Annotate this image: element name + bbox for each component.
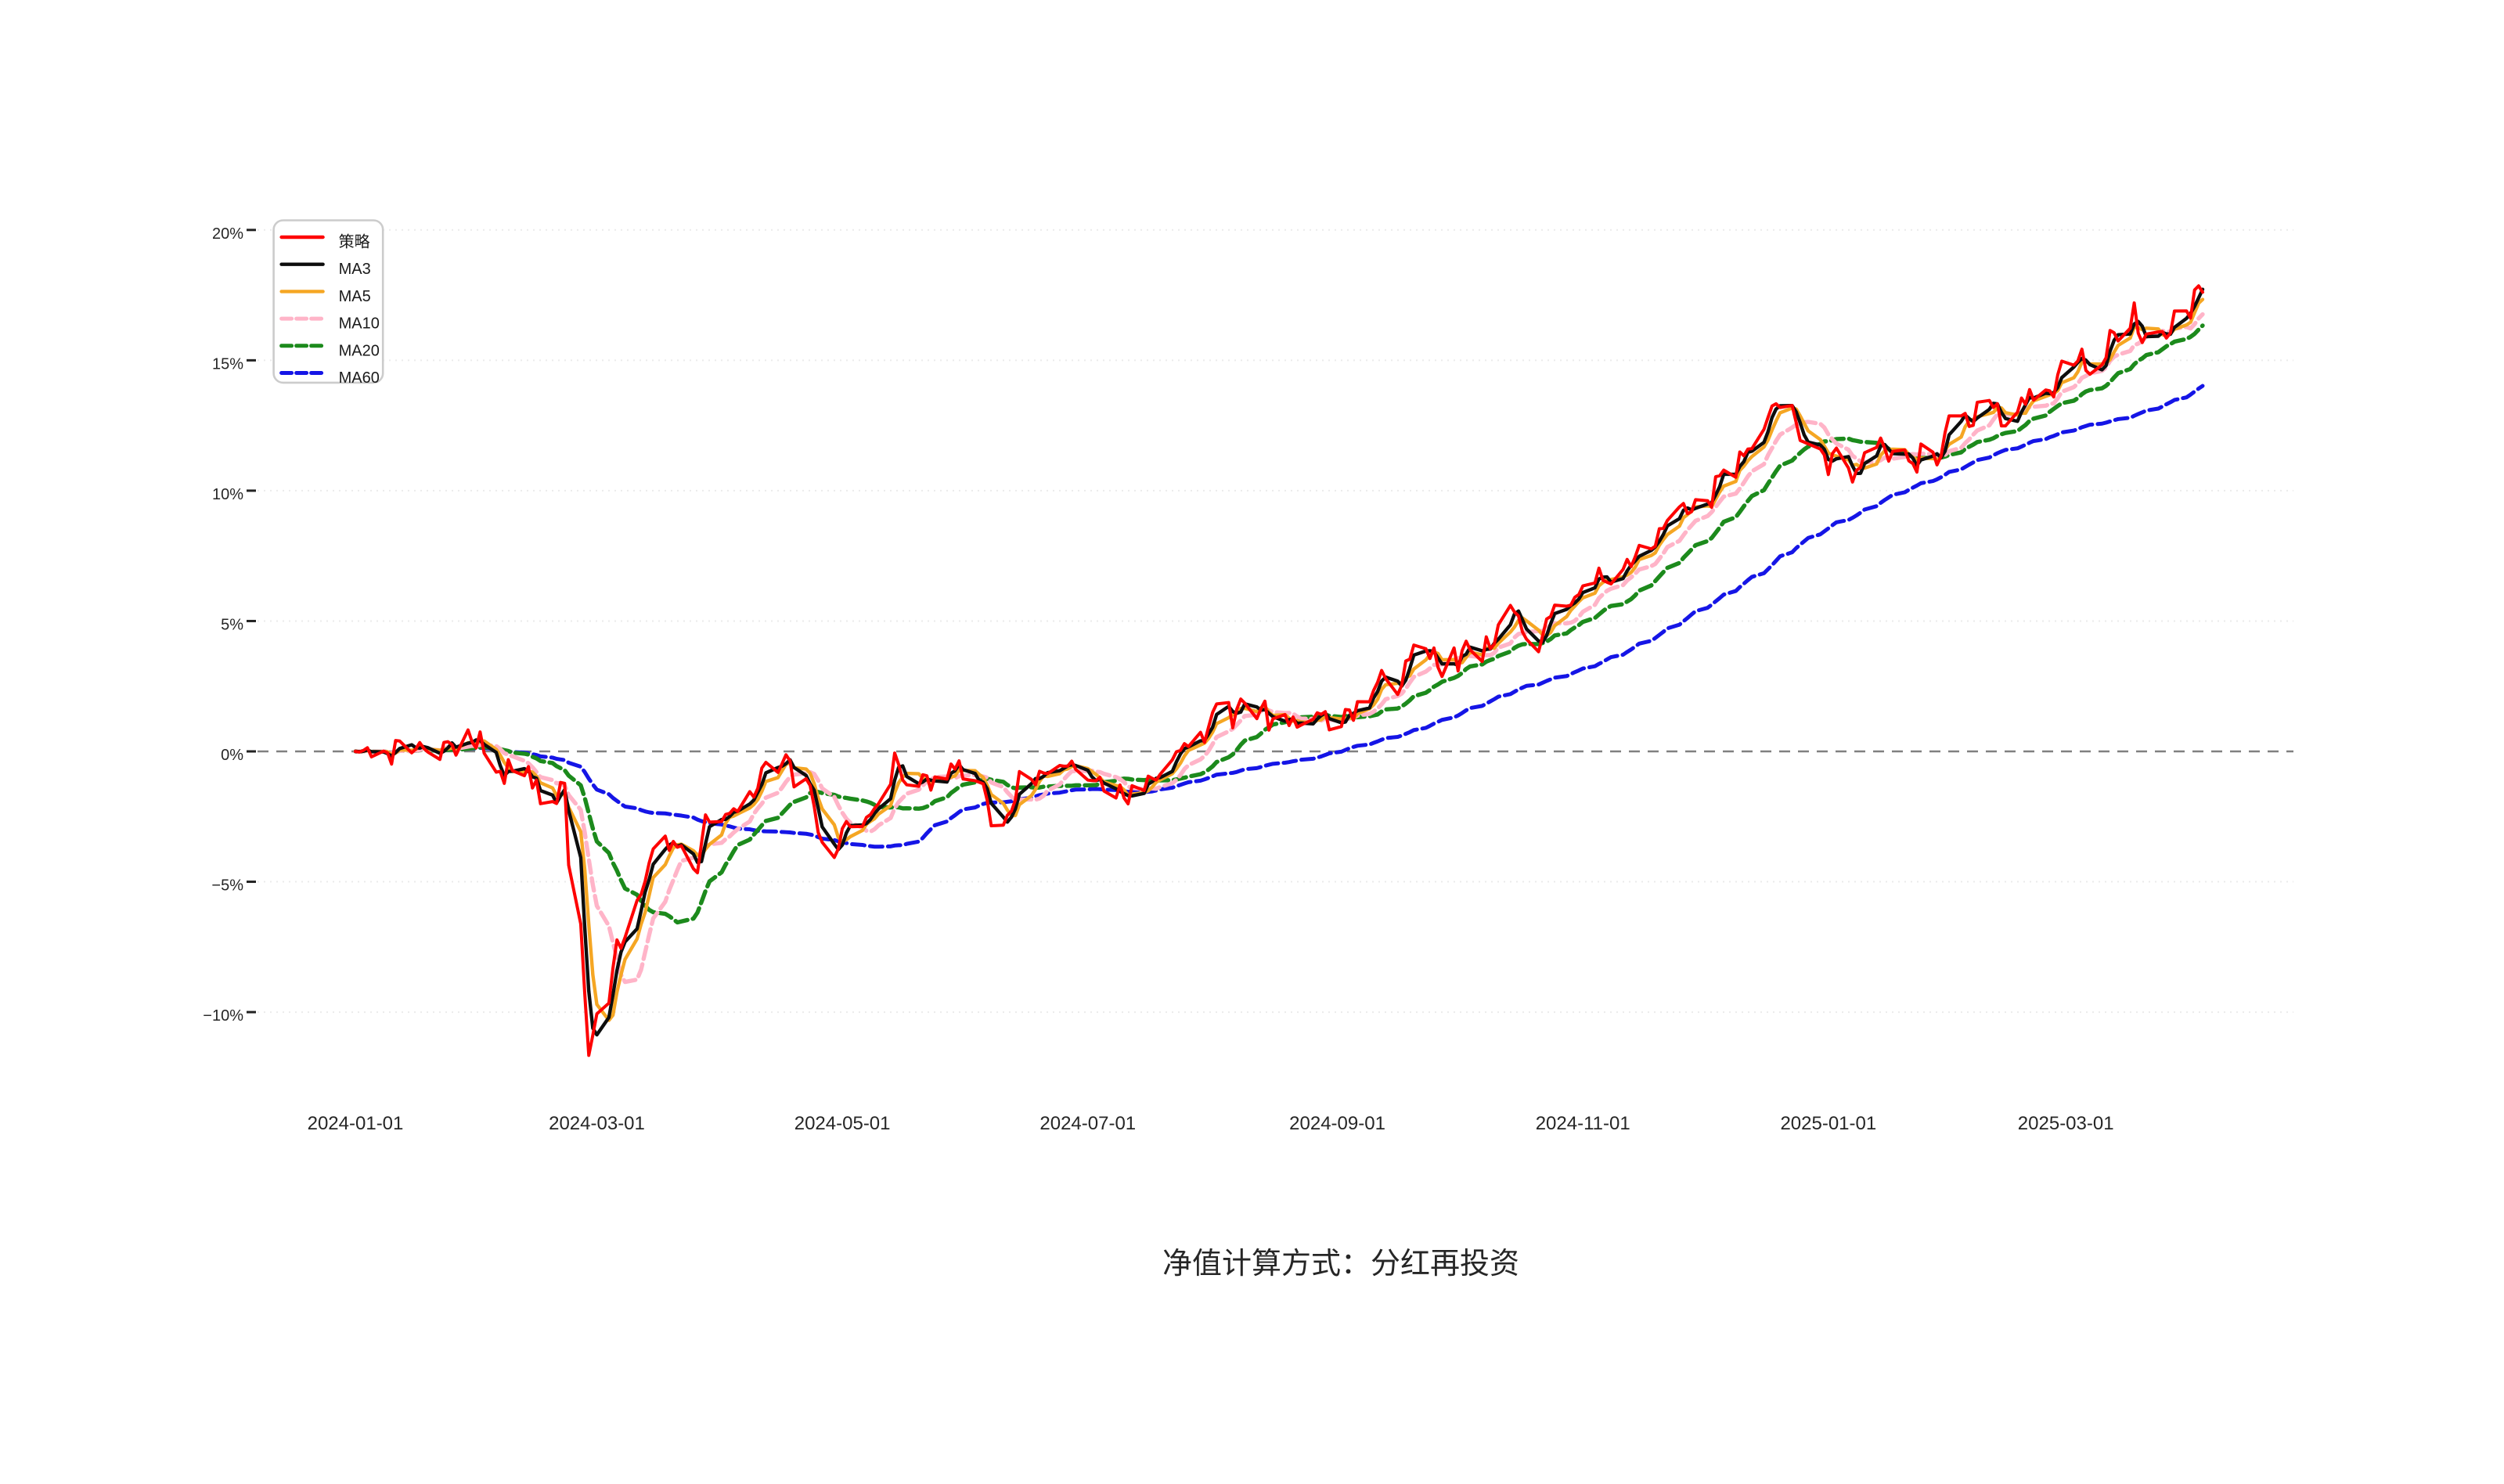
svg-text:MA20: MA20 — [339, 342, 380, 359]
svg-text:−10%: −10% — [203, 1007, 243, 1025]
svg-text:5%: 5% — [221, 616, 243, 633]
svg-text:2025-03-01: 2025-03-01 — [2018, 1113, 2114, 1134]
svg-text:15%: 15% — [212, 355, 243, 373]
svg-text:2025-01-01: 2025-01-01 — [1780, 1113, 1876, 1134]
svg-text:10%: 10% — [212, 486, 243, 503]
svg-text:MA60: MA60 — [339, 369, 380, 387]
svg-text:策略: 策略 — [339, 233, 370, 251]
svg-text:MA10: MA10 — [339, 315, 380, 333]
svg-text:20%: 20% — [212, 225, 243, 243]
svg-text:2024-11-01: 2024-11-01 — [1536, 1113, 1630, 1134]
svg-text:净值计算方式：分红再投资: 净值计算方式：分红再投资 — [1162, 1248, 1519, 1280]
svg-text:2024-09-01: 2024-09-01 — [1289, 1113, 1385, 1134]
svg-text:MA5: MA5 — [339, 288, 371, 305]
svg-text:MA3: MA3 — [339, 261, 371, 278]
svg-text:0%: 0% — [221, 747, 243, 764]
svg-text:2024-03-01: 2024-03-01 — [549, 1113, 645, 1134]
svg-text:2024-05-01: 2024-05-01 — [794, 1113, 891, 1134]
svg-text:2024-07-01: 2024-07-01 — [1039, 1113, 1136, 1134]
svg-text:2024-01-01: 2024-01-01 — [308, 1113, 404, 1134]
svg-text:−5%: −5% — [211, 877, 243, 895]
